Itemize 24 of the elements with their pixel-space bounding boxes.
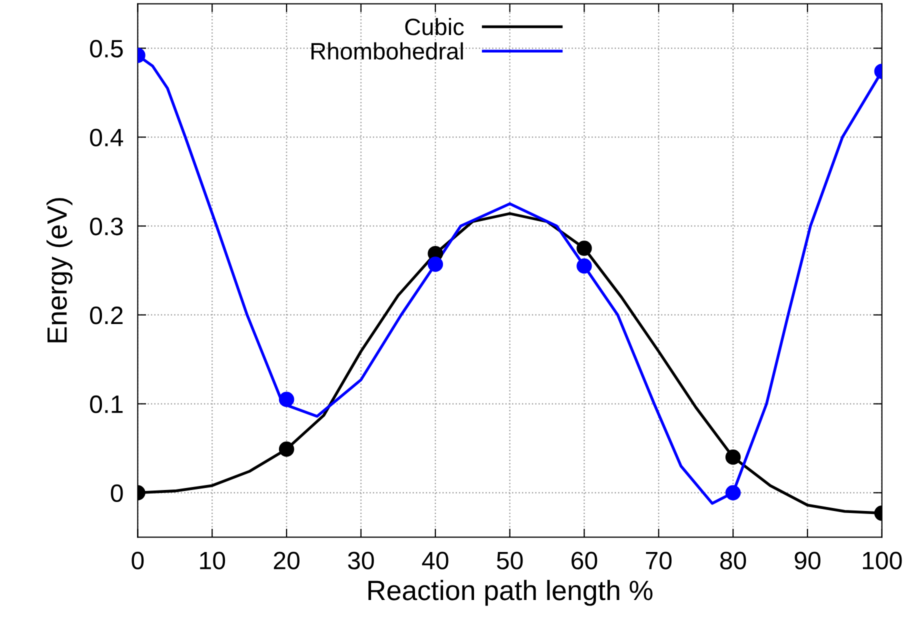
x-tick-label: 30	[348, 552, 374, 570]
point	[576, 258, 592, 274]
y-tick-label: 0.5	[90, 40, 123, 58]
y-tick-label: 0	[110, 484, 123, 502]
x-tick-label: 50	[496, 552, 523, 570]
point	[576, 240, 592, 256]
y-tick-label: 0.3	[90, 218, 123, 236]
x-tick-label: 20	[274, 552, 300, 570]
x-tick-label: 10	[200, 552, 226, 570]
point	[428, 256, 444, 272]
x-tick-label: 70	[646, 552, 672, 570]
x-tick-label: 60	[572, 552, 598, 570]
x-tick-label: 90	[794, 552, 820, 570]
y-tick-label: 0.2	[90, 306, 123, 324]
x-axis-title: Reaction path length %	[368, 580, 652, 606]
legend-label: Cubic	[405, 18, 464, 36]
x-tick-label: 0	[132, 552, 144, 570]
y-tick-label: 0.4	[90, 128, 124, 146]
x-tick-label: 80	[720, 552, 746, 570]
y-tick-label: 0.1	[90, 395, 123, 414]
y-axis-title: Energy (eV)	[46, 198, 72, 342]
legend-label: Rhombohedral	[311, 42, 463, 60]
x-tick-label: 40	[422, 552, 448, 570]
x-tick-label: 100	[862, 552, 902, 570]
